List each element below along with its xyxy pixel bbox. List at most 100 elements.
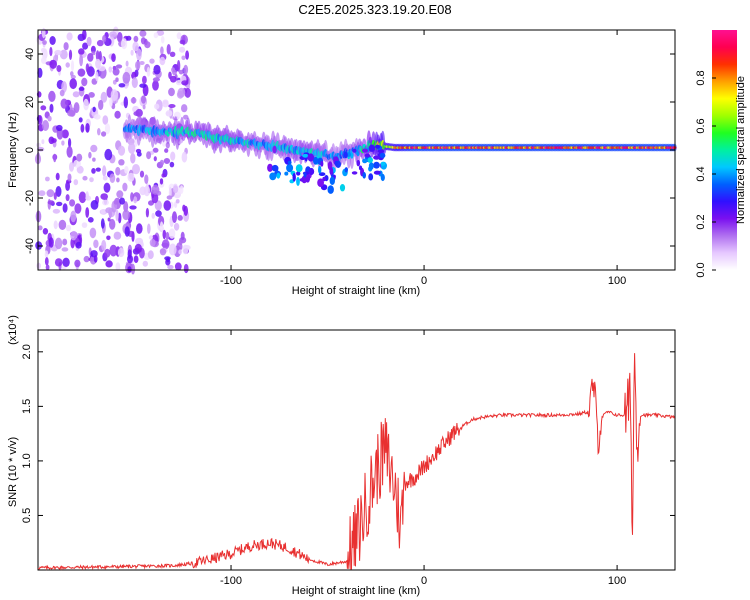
heatmap-noise-cell	[91, 168, 96, 174]
heatmap-noise-cell	[155, 210, 162, 217]
heatmap-noise-cell	[45, 264, 50, 271]
heatmap-noise-cell	[56, 65, 62, 72]
heatmap-noise-cell	[161, 239, 170, 250]
colorbar-tick-label: 0.4	[695, 166, 707, 181]
heatmap-noise-cell	[53, 153, 57, 163]
heatmap-noise-cell	[85, 123, 90, 133]
heatmap-noise-cell	[55, 186, 62, 197]
heatmap-noise-cell	[37, 115, 43, 125]
heatmap-noise-cell	[124, 166, 129, 174]
spectrogram-ytick-label: 0	[24, 147, 36, 153]
heatmap-noise-cell	[41, 139, 45, 145]
heatmap-noise-cell	[127, 266, 132, 273]
heatmap-noise-cell	[104, 148, 113, 161]
heatmap-noise-cell	[115, 209, 119, 222]
colorbar-ticks: 0.0 0.2 0.4 0.6 0.8	[695, 70, 716, 278]
heatmap-noise-cell	[122, 71, 131, 84]
heatmap-noise-cell	[142, 104, 146, 110]
heatmap-noise-cell	[49, 46, 53, 57]
heatmap-noise-cell	[63, 42, 69, 51]
heatmap-noise-cell	[162, 100, 169, 108]
heatmap-noise-cell	[159, 159, 164, 166]
heatmap-noise-cell	[53, 192, 57, 200]
heatmap-noise-cell	[117, 145, 126, 156]
snr-ytick-label: 2.0	[21, 344, 33, 359]
spectrogram-ytick-label: 40	[24, 48, 36, 60]
colorbar-tick-label: 0.2	[695, 214, 707, 229]
heatmap-noise-cell	[102, 165, 107, 177]
heatmap-noise-cell	[126, 35, 132, 41]
heatmap-noise-cell	[169, 51, 176, 57]
heatmap-noise-cell	[60, 98, 68, 109]
heatmap-noise-cell	[104, 123, 111, 135]
heatmap-noise-cell	[185, 50, 190, 60]
heatmap-noise-cell	[145, 207, 149, 218]
heatmap-noise-cell	[100, 209, 106, 215]
heatmap-noise-cell	[109, 244, 118, 257]
heatmap-noise-cell	[51, 138, 57, 143]
heatmap-noise-cell	[153, 64, 161, 75]
heatmap-noise-cell	[67, 173, 72, 182]
heatmap-noise-cell	[74, 203, 82, 214]
heatmap-noise-cell	[53, 220, 58, 230]
heatmap-noise-cell	[139, 30, 147, 37]
heatmap-noise-cell	[145, 181, 149, 194]
heatmap-noise-cell	[154, 200, 162, 211]
heatmap-noise-cell	[183, 114, 189, 120]
heatmap-noise-cell	[141, 95, 146, 104]
heatmap-noise-cell	[85, 191, 89, 201]
heatmap-noise-cell	[105, 260, 113, 268]
heatmap-noise-cell	[54, 49, 62, 56]
heatmap-noise-cell	[146, 151, 152, 160]
heatmap-noise-cell	[179, 39, 186, 45]
heatmap-noise-cell	[160, 46, 164, 55]
heatmap-noise-cell	[170, 151, 176, 161]
heatmap-noise-cell	[41, 27, 46, 39]
heatmap-noise-cell	[75, 241, 82, 249]
heatmap-noise-cell	[90, 200, 99, 210]
heatmap-scatter-cell	[373, 161, 380, 169]
heatmap-noise-cell	[88, 92, 95, 98]
heatmap-noise-cell	[113, 200, 119, 205]
heatmap-noise-cell	[168, 186, 172, 199]
heatmap-noise-cell	[153, 32, 159, 39]
heatmap-noise-cell	[95, 50, 100, 61]
heatmap-noise-cell	[161, 173, 166, 178]
heatmap-noise-cell	[168, 87, 175, 97]
heatmap-noise-cell	[168, 71, 172, 80]
heatmap-noise-cell	[54, 258, 63, 267]
heatmap-noise-cell	[83, 255, 90, 263]
heatmap-scatter-cell	[379, 152, 386, 159]
heatmap-noise-cell	[87, 53, 94, 62]
heatmap-noise-cell	[102, 35, 107, 43]
snr-xtick-label: 0	[421, 575, 427, 587]
heatmap-noise-cell	[85, 63, 90, 73]
heatmap-noise-cell	[90, 144, 98, 153]
heatmap-noise-cell	[177, 87, 186, 98]
heatmap-scatter-cell	[317, 178, 324, 187]
heatmap-scatter-cell	[286, 163, 294, 173]
heatmap-noise-cell	[144, 174, 149, 184]
heatmap-noise-cell	[56, 124, 63, 132]
heatmap-noise-cell	[90, 45, 96, 54]
heatmap-scatter-cell	[362, 148, 368, 153]
heatmap-noise-cell	[179, 185, 184, 195]
heatmap-noise-cell	[79, 54, 83, 67]
heatmap-noise-cell	[115, 262, 121, 271]
heatmap-noise-cell	[151, 184, 160, 195]
heatmap-scatter-cell	[356, 159, 361, 167]
heatmap-noise-cell	[168, 104, 176, 108]
heatmap-noise-cell	[165, 110, 173, 117]
heatmap-noise-cell	[46, 189, 55, 198]
heatmap-noise-cell	[168, 228, 176, 239]
heatmap-noise-cell	[96, 39, 104, 47]
heatmap-noise-cell	[180, 231, 185, 241]
heatmap-noise-cell	[41, 47, 46, 53]
heatmap-scatter-cell	[362, 158, 368, 164]
heatmap-noise-cell	[131, 77, 138, 89]
heatmap-noise-cell	[86, 36, 92, 47]
heatmap-noise-cell	[37, 225, 43, 231]
heatmap-noise-cell	[130, 49, 134, 56]
heatmap-noise-cell	[179, 46, 186, 53]
heatmap-noise-cell	[127, 172, 135, 182]
